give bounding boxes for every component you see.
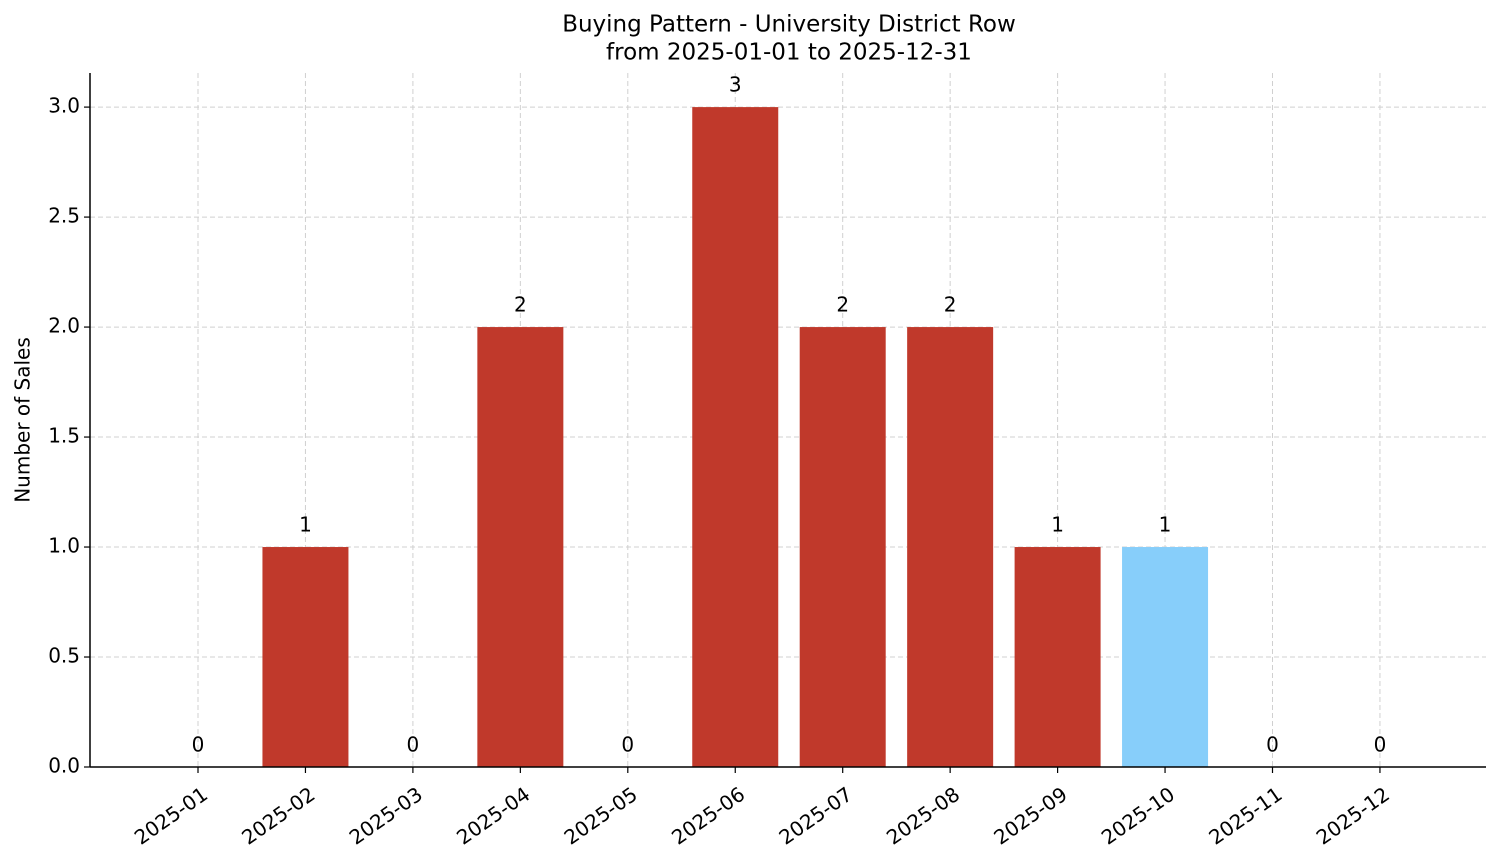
y-axis-label: Number of Sales [11, 337, 35, 503]
value-label: 0 [192, 733, 205, 757]
value-label: 2 [514, 293, 527, 317]
chart-title: Buying Pattern - University District Row [562, 12, 1016, 38]
value-label: 0 [1266, 733, 1279, 757]
bar [692, 107, 779, 767]
bar [907, 327, 994, 767]
bar [799, 327, 886, 767]
value-label: 0 [1374, 733, 1387, 757]
value-label: 2 [944, 293, 957, 317]
value-label: 1 [299, 513, 312, 537]
y-tick-label: 0.0 [48, 754, 80, 778]
y-tick-label: 1.5 [48, 424, 80, 448]
y-tick-label: 3.0 [48, 94, 80, 118]
y-tick-label: 2.0 [48, 314, 80, 338]
bar [1014, 547, 1101, 767]
bar [262, 547, 349, 767]
value-label: 1 [1051, 513, 1064, 537]
bars [262, 107, 1209, 767]
value-label: 0 [407, 733, 420, 757]
bar [477, 327, 564, 767]
value-label: 1 [1159, 513, 1172, 537]
y-tick-label: 2.5 [48, 204, 80, 228]
bar [1122, 547, 1209, 767]
chart-subtitle: from 2025-01-01 to 2025-12-31 [606, 40, 972, 66]
value-label: 2 [836, 293, 849, 317]
y-tick-label: 1.0 [48, 534, 80, 558]
value-label: 0 [621, 733, 634, 757]
y-tick-label: 0.5 [48, 644, 80, 668]
value-label: 3 [729, 73, 742, 97]
